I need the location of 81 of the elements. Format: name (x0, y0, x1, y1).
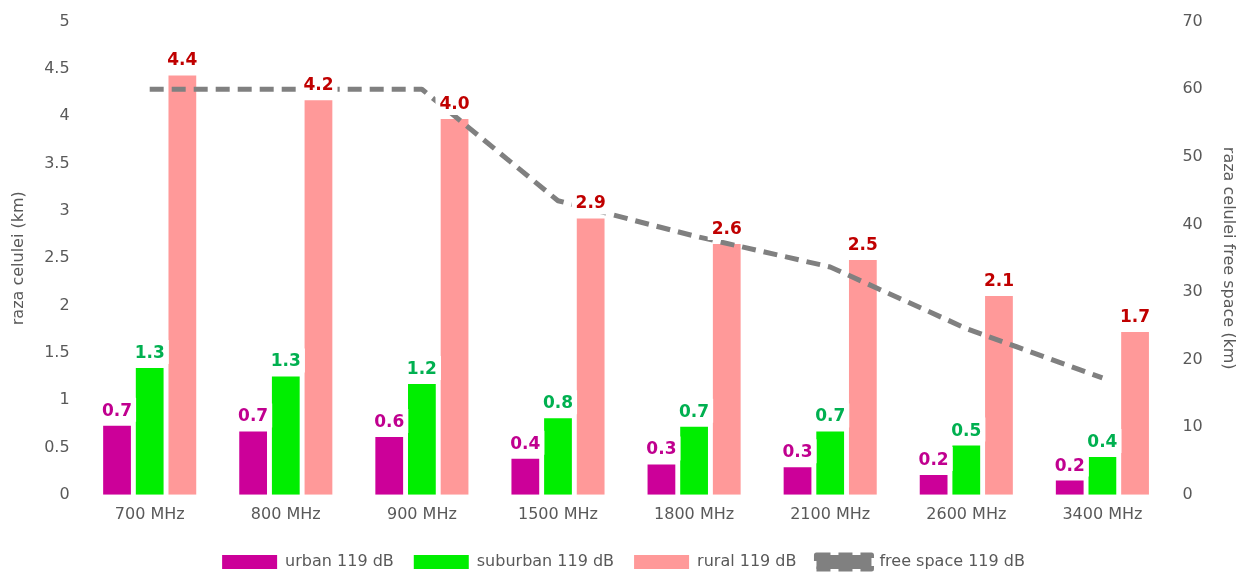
bar (919, 474, 948, 495)
x-tick-label: 1800 MHz (654, 503, 735, 523)
bar (712, 244, 741, 495)
bar (511, 458, 540, 495)
data-label: 2.1 (983, 269, 1015, 290)
data-label: 4.4 (167, 49, 198, 70)
data-label: 0.7 (815, 405, 846, 426)
bar (1088, 456, 1117, 495)
bar (544, 418, 572, 495)
y2-tick-label: 60 (1182, 78, 1203, 98)
x-tick-label: 900 MHz (386, 503, 457, 523)
bar (135, 367, 164, 495)
y-tick-label: 3 (59, 200, 70, 220)
bar (103, 425, 131, 495)
y-tick-label: 0.5 (44, 436, 70, 456)
y2-tick-label: 50 (1182, 145, 1203, 165)
x-tick-label: 2100 MHz (790, 503, 871, 523)
bar (952, 445, 981, 495)
y2-axis-title: raza celulei free space (km) (1220, 146, 1240, 370)
x-tick-label: 1500 MHz (517, 503, 599, 523)
x-tick-label: 700 MHz (114, 503, 185, 523)
bar (647, 464, 676, 495)
bar (304, 100, 333, 495)
y-tick-label: 3.5 (44, 152, 70, 172)
y2-tick-label: 30 (1182, 281, 1203, 301)
x-tick-label: 800 MHz (250, 503, 321, 523)
bar (375, 437, 404, 495)
data-label: 4.2 (303, 74, 334, 95)
bar (985, 296, 1013, 495)
bar (440, 119, 469, 495)
y2-tick-label: 40 (1182, 213, 1203, 233)
y-tick-label: 2 (59, 294, 70, 314)
data-label: 0.4 (1087, 430, 1118, 451)
data-label: 1.7 (1119, 305, 1151, 326)
data-label: 0.7 (238, 405, 269, 426)
x-tick-label: 3400 MHz (1062, 503, 1143, 523)
bar (1055, 480, 1084, 495)
data-label: 4.0 (439, 93, 470, 113)
legend-label: suburban 119 dB (476, 551, 615, 571)
data-label: 0.3 (782, 441, 813, 462)
y-tick-label: 5 (59, 10, 70, 30)
y2-tick-label: 0 (1182, 483, 1193, 503)
y-tick-label: 1.5 (44, 342, 70, 361)
bar (408, 384, 436, 495)
bar (1121, 332, 1149, 495)
legend-label: rural 119 dB (697, 551, 797, 571)
data-label: 1.3 (270, 350, 301, 371)
y-tick-label: 4 (59, 105, 70, 125)
y-tick-label: 0 (59, 483, 70, 503)
data-label: 0.7 (679, 400, 710, 421)
data-label: 0.5 (951, 419, 982, 440)
legend-label: urban 119 dB (285, 551, 394, 571)
data-label: 0.2 (1054, 454, 1085, 475)
data-label: 0.2 (918, 448, 949, 469)
y-tick-label: 4.5 (44, 58, 70, 78)
bar (576, 218, 605, 495)
bar (680, 426, 708, 495)
data-label: 0.6 (374, 410, 405, 431)
bar (816, 431, 845, 495)
data-label: 2.5 (847, 234, 878, 255)
data-label: 2.6 (711, 217, 742, 238)
bar (271, 376, 300, 495)
legend-label: free space 119 dB (879, 551, 1025, 571)
data-label: 1.2 (406, 357, 437, 378)
data-label: 0.8 (542, 392, 574, 413)
data-label: 1.3 (134, 341, 165, 362)
data-label: 0.4 (510, 432, 541, 453)
x-tick-label: 2600 MHz (926, 503, 1007, 523)
bar (239, 431, 268, 495)
y-tick-label: 2.5 (44, 247, 70, 267)
bar (168, 75, 197, 495)
y-tick-label: 1 (59, 389, 70, 409)
data-label: 0.7 (101, 399, 133, 420)
data-label: 0.3 (646, 438, 677, 459)
bar (783, 467, 812, 495)
y2-tick-label: 20 (1182, 348, 1203, 368)
y-axis-title: raza celulei (km) (7, 191, 27, 326)
bar (848, 260, 877, 495)
data-label: 2.9 (575, 192, 606, 213)
y2-tick-label: 10 (1182, 416, 1203, 436)
y2-tick-label: 70 (1182, 10, 1203, 30)
